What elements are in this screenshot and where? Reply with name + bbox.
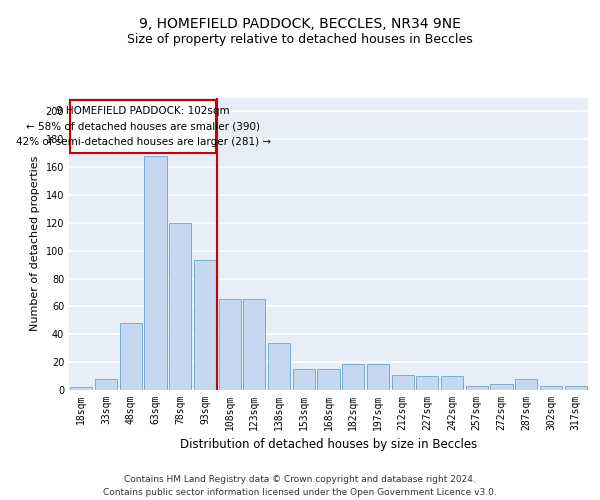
Bar: [317, 369, 340, 390]
Text: Contains HM Land Registry data © Crown copyright and database right 2024.: Contains HM Land Registry data © Crown c…: [124, 474, 476, 484]
Bar: [490, 384, 512, 390]
Y-axis label: Number of detached properties: Number of detached properties: [30, 156, 40, 332]
Bar: [342, 364, 364, 390]
Bar: [70, 100, 216, 153]
Text: Contains public sector information licensed under the Open Government Licence v3: Contains public sector information licen…: [103, 488, 497, 497]
Bar: [218, 300, 241, 390]
Bar: [416, 376, 439, 390]
Bar: [540, 386, 562, 390]
Text: 9, HOMEFIELD PADDOCK, BECCLES, NR34 9NE: 9, HOMEFIELD PADDOCK, BECCLES, NR34 9NE: [139, 18, 461, 32]
Bar: [441, 376, 463, 390]
X-axis label: Distribution of detached houses by size in Beccles: Distribution of detached houses by size …: [180, 438, 477, 452]
Bar: [293, 369, 315, 390]
Bar: [169, 223, 191, 390]
Bar: [194, 260, 216, 390]
Bar: [515, 379, 538, 390]
Bar: [70, 387, 92, 390]
Bar: [243, 300, 265, 390]
Bar: [119, 323, 142, 390]
Bar: [565, 386, 587, 390]
Bar: [466, 386, 488, 390]
Bar: [392, 374, 414, 390]
Text: 9 HOMEFIELD PADDOCK: 102sqm
← 58% of detached houses are smaller (390)
42% of se: 9 HOMEFIELD PADDOCK: 102sqm ← 58% of det…: [16, 106, 271, 148]
Text: Size of property relative to detached houses in Beccles: Size of property relative to detached ho…: [127, 32, 473, 46]
Bar: [145, 156, 167, 390]
Bar: [367, 364, 389, 390]
Bar: [95, 379, 117, 390]
Bar: [268, 342, 290, 390]
